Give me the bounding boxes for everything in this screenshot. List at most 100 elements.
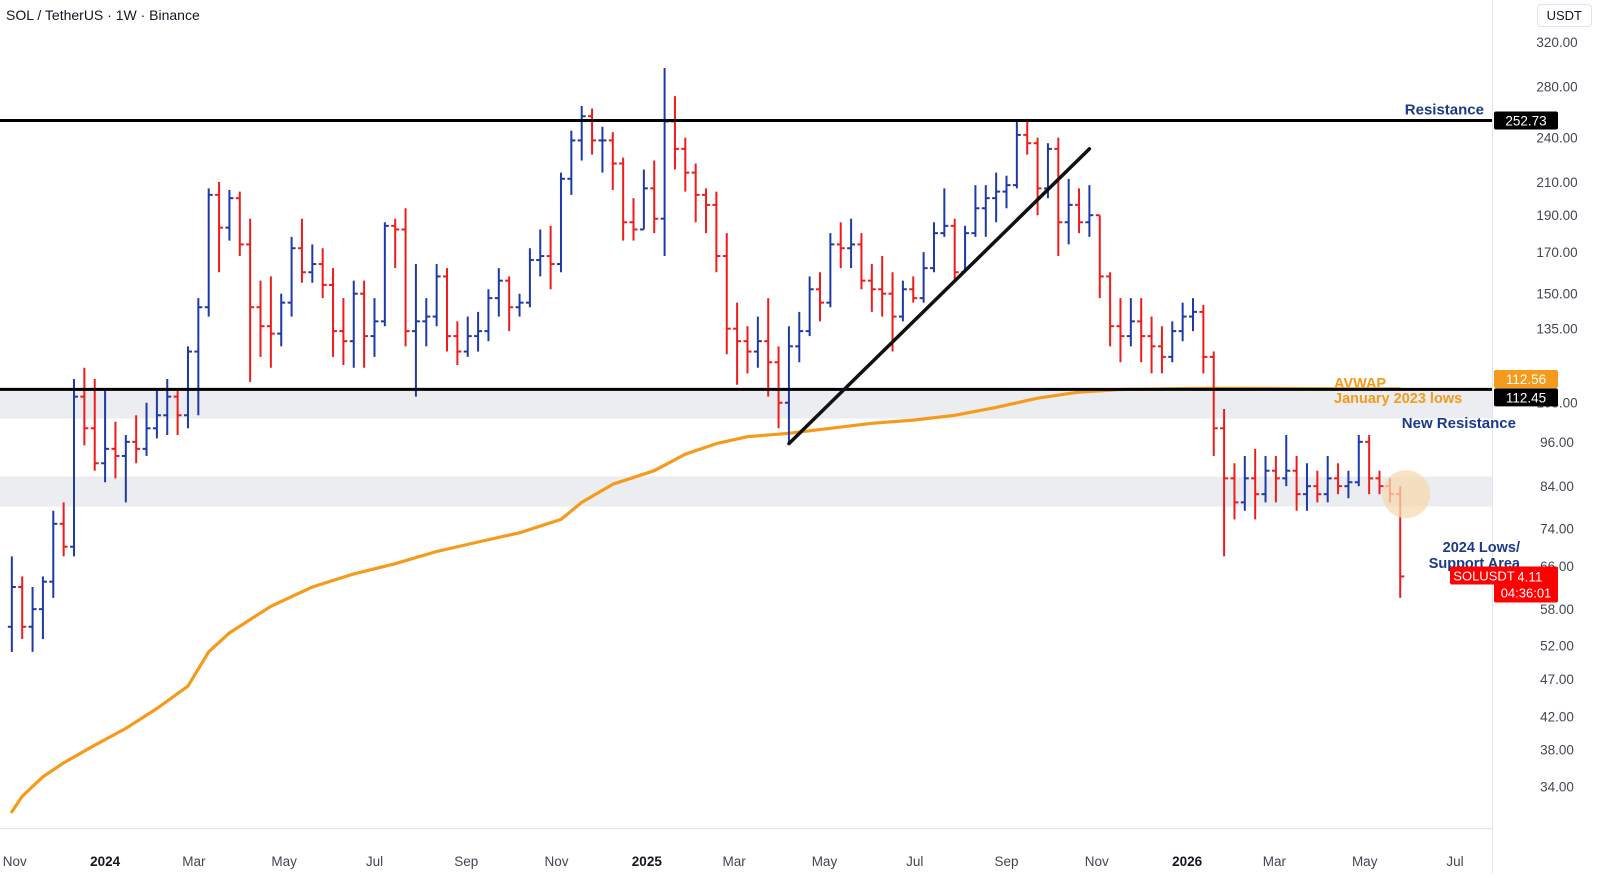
time-axis-label: 2025	[632, 854, 663, 869]
ohlc-bar	[266, 276, 275, 368]
ohlc-bar	[453, 321, 462, 366]
ohlc-bars-layer	[7, 68, 1405, 652]
time-axis-label: 2026	[1172, 854, 1203, 869]
price-tick-label: 34.00	[1540, 779, 1574, 794]
ohlc-bar	[619, 157, 628, 241]
ohlc-bar	[59, 502, 68, 557]
new-resistance-price-badge-bg	[1494, 388, 1558, 407]
ohlc-bar	[194, 298, 203, 416]
ohlc-bar	[463, 316, 472, 357]
ohlc-bar	[867, 264, 876, 312]
price-tick-label: 320.00	[1536, 35, 1577, 50]
ohlc-bar	[981, 185, 990, 237]
ohlc-bar	[702, 188, 711, 234]
ohlc-bar	[7, 556, 16, 652]
ohlc-bar	[836, 222, 845, 269]
ohlc-bar	[225, 189, 234, 241]
price-tick-label: 96.00	[1540, 435, 1574, 450]
ohlc-bar	[1220, 408, 1229, 557]
ohlc-bar	[588, 108, 597, 155]
avwap-layer	[10, 386, 1402, 814]
ohlc-bar	[1261, 455, 1270, 503]
ohlc-bar	[681, 137, 690, 192]
ohlc-bar	[733, 302, 742, 385]
ohlc-bar	[411, 264, 420, 397]
ohlc-bar	[1002, 175, 1011, 209]
ohlc-bar	[826, 233, 835, 308]
ohlc-bar	[888, 272, 897, 352]
ohlc-bar	[1240, 455, 1249, 511]
ohlc-bar	[505, 276, 514, 332]
ohlc-bar	[629, 198, 638, 241]
price-axis[interactable]: 320.00 280.00 240.00 210.00 190.00 170.00 150.…	[1536, 35, 1577, 794]
ohlc-bar	[1230, 463, 1239, 520]
zone-band-1	[0, 389, 1492, 419]
currency-button[interactable]: USDT	[1536, 4, 1592, 27]
resistance-price-badge: 252.73	[1505, 113, 1546, 128]
ohlc-bar	[1126, 298, 1135, 347]
ohlc-bar	[670, 96, 679, 170]
ohlc-bar	[277, 293, 286, 347]
ohlc-bar	[111, 421, 120, 479]
ohlc-bar	[49, 510, 58, 598]
ohlc-bar	[660, 68, 669, 257]
ohlc-bar	[639, 169, 648, 231]
ohlc-bar	[80, 367, 89, 446]
price-tick-label: 84.00	[1540, 479, 1574, 494]
ohlc-bar	[816, 272, 825, 322]
ohlc-bar	[608, 132, 617, 190]
ohlc-bar	[1354, 434, 1363, 487]
ohlc-bar	[1085, 185, 1094, 237]
ohlc-bar	[1344, 470, 1353, 499]
ohlc-bar	[443, 268, 452, 352]
time-axis[interactable]: Nov 2024 Mar May Jul Sep Nov 2025 Mar May Jul Sep No…	[3, 854, 1464, 869]
levels-layer	[0, 118, 1492, 391]
time-axis-label: Mar	[1263, 854, 1287, 869]
ohlc-bar	[567, 130, 576, 195]
countdown-badge: 04:36:01	[1501, 585, 1552, 600]
ohlc-bar	[349, 280, 358, 368]
price-tick-label: 74.00	[1540, 521, 1574, 536]
price-tick-label: 210.00	[1536, 175, 1577, 190]
time-axis-label: Mar	[723, 854, 747, 869]
ohlc-bar	[1168, 321, 1177, 363]
ohlc-bar	[577, 105, 586, 161]
ohlc-bar	[1064, 178, 1073, 245]
trendline-layer	[787, 147, 1092, 446]
ohlc-bar	[1323, 455, 1332, 503]
ohlc-bar	[650, 160, 659, 234]
ohlc-bar	[142, 402, 151, 456]
ohlc-bar	[515, 293, 524, 317]
ohlc-bar	[961, 225, 970, 274]
ohlc-bar	[950, 218, 959, 283]
ohlc-bar	[256, 280, 265, 357]
ohlc-bar	[546, 225, 555, 290]
ohlc-bar	[1147, 316, 1156, 374]
ohlc-bar	[1271, 455, 1280, 503]
ohlc-bar	[246, 218, 255, 382]
price-tick-label: 47.00	[1540, 672, 1574, 687]
price-tick-label: 135.00	[1536, 322, 1577, 337]
ohlc-bar	[215, 181, 224, 273]
ohlc-bar	[722, 233, 731, 355]
ohlc-bar	[1095, 214, 1104, 299]
ohlc-bar	[805, 276, 814, 337]
ohlc-bar	[121, 434, 130, 503]
ohlc-bar	[422, 298, 431, 347]
ohlc-bar	[753, 316, 762, 368]
price-tick-label: 170.00	[1536, 245, 1577, 260]
price-tick-label: 150.00	[1536, 287, 1577, 302]
ohlc-bar	[1302, 463, 1311, 511]
highlight-circle	[1382, 470, 1431, 519]
ohlc-bar	[318, 248, 327, 299]
ohlc-bar	[971, 185, 980, 237]
time-axis-label: 2024	[90, 854, 121, 869]
ohlc-bar	[1209, 351, 1218, 456]
time-axis-label: Sep	[994, 854, 1018, 869]
symbol-title: SOL / TetherUS · 1W · Binance	[6, 7, 200, 23]
ohlc-bar	[712, 191, 721, 273]
